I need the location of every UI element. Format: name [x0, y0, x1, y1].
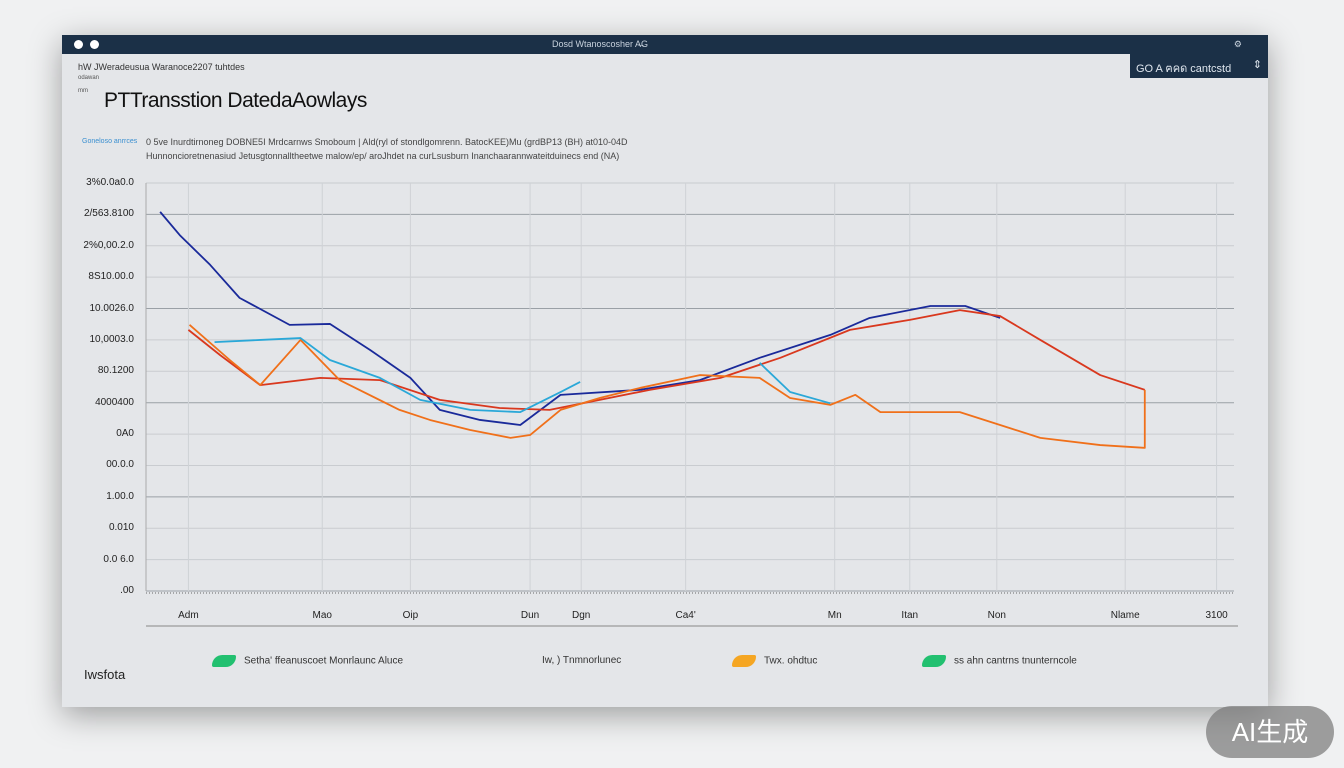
subtitle-link[interactable]: Goneloso anrrces	[82, 138, 138, 145]
subtitle-line: 0 5ve Inurdtirnoneg DOBNE5I Mrdcarnws Sm…	[146, 137, 628, 147]
y-tick-label: 0A0	[116, 428, 134, 440]
page-title: PTTransstion DatedaAowlays	[104, 89, 367, 112]
y-tick-label: 3%0.0a0.0	[86, 177, 134, 188]
y-tick-label: 10,0003.0	[89, 333, 135, 345]
y-tick-label: 0.010	[108, 522, 134, 534]
legend-item[interactable]: Twx. ohdtuc	[732, 655, 817, 667]
legend-swatch	[732, 655, 756, 667]
series-line-cyan	[214, 337, 581, 414]
x-tick-label: 3100	[1205, 610, 1228, 621]
top-right-panel[interactable]: GO A ฅคด cantcstd ⇕	[1130, 54, 1268, 78]
x-tick-label: Itan	[901, 610, 919, 621]
legend-label: Iw, ) Tnmnorlunec	[542, 655, 622, 666]
legend-swatch	[212, 655, 236, 667]
x-tick-label: Mao	[312, 610, 332, 621]
series-line-cyan	[759, 362, 831, 405]
series-line-navy	[159, 211, 1001, 426]
side-label: odawan	[78, 75, 100, 81]
breadcrumb: hW JWeradeusua Waranoce2207 tuhtdes	[78, 62, 245, 72]
app-window: Dosd Wtanoscosher A̶G ⚙ GO A ฅคด cantcst…	[62, 35, 1268, 707]
legend-label: Twx. ohdtuc	[764, 655, 818, 667]
y-tick-label: 80.1200	[97, 365, 134, 377]
legend-item[interactable]: Iw, ) Tnmnorlunec	[542, 655, 621, 666]
y-tick-label: 8S10.00.0	[88, 271, 134, 283]
x-tick-label: Oip	[402, 610, 419, 621]
x-tick-label: Dgn	[572, 610, 591, 621]
legend-label: Setha' ffeanuscoet Monrlaunc Aluce	[244, 655, 404, 667]
x-tick-label: Dun	[520, 610, 540, 621]
titlebar-text: Dosd Wtanoscosher A̶G	[552, 39, 649, 49]
footer-label: Iwsfota	[84, 667, 126, 682]
legend-swatch	[922, 655, 946, 667]
settings-icon[interactable]: ⚙	[1233, 39, 1242, 49]
panel-text: GO A ฅคด cantcstd	[1136, 63, 1232, 75]
x-tick-label: Mn	[827, 610, 842, 621]
x-tick-label: Ca4'	[675, 610, 696, 621]
window-close-button[interactable]	[74, 40, 83, 49]
ai-generated-badge: AI生成	[1206, 706, 1334, 758]
legend-item[interactable]: Setha' ffeanuscoet Monrlaunc Aluce	[212, 655, 403, 667]
y-tick-label: 0.0 6.0	[103, 553, 134, 565]
y-tick-label: 1.00.0	[106, 490, 134, 502]
window-minimize-button[interactable]	[90, 40, 99, 49]
y-tick-label: 00.0.0	[106, 459, 134, 471]
title-bar: Dosd Wtanoscosher A̶G ⚙	[62, 35, 1268, 54]
x-tick-label: Non	[987, 610, 1006, 621]
x-tick-label: Nlame	[1110, 610, 1140, 621]
y-tick-label: .00	[120, 585, 134, 596]
y-tick-label: 2/563.8100	[83, 208, 134, 220]
series-line-red	[187, 309, 1146, 411]
chevron-updown-icon[interactable]: ⇕	[1252, 59, 1262, 71]
legend-item[interactable]: ss ahn cantrns tnunterncole	[922, 655, 1077, 667]
legend-label: ss ahn cantrns tnunterncole	[954, 655, 1077, 667]
line-chart	[145, 182, 1238, 627]
x-tick-label: Adm	[178, 610, 199, 621]
series-line-orange	[188, 324, 1146, 449]
y-tick-label: 2%0,00.2.0	[83, 239, 134, 251]
side-label: mm	[78, 88, 88, 94]
subtitle-line: Hunnoncioretnenasiud Jetusgtonnalltheetw…	[146, 151, 620, 161]
y-tick-label: 4000400	[95, 396, 134, 408]
y-tick-label: 10.0026.0	[89, 302, 135, 314]
